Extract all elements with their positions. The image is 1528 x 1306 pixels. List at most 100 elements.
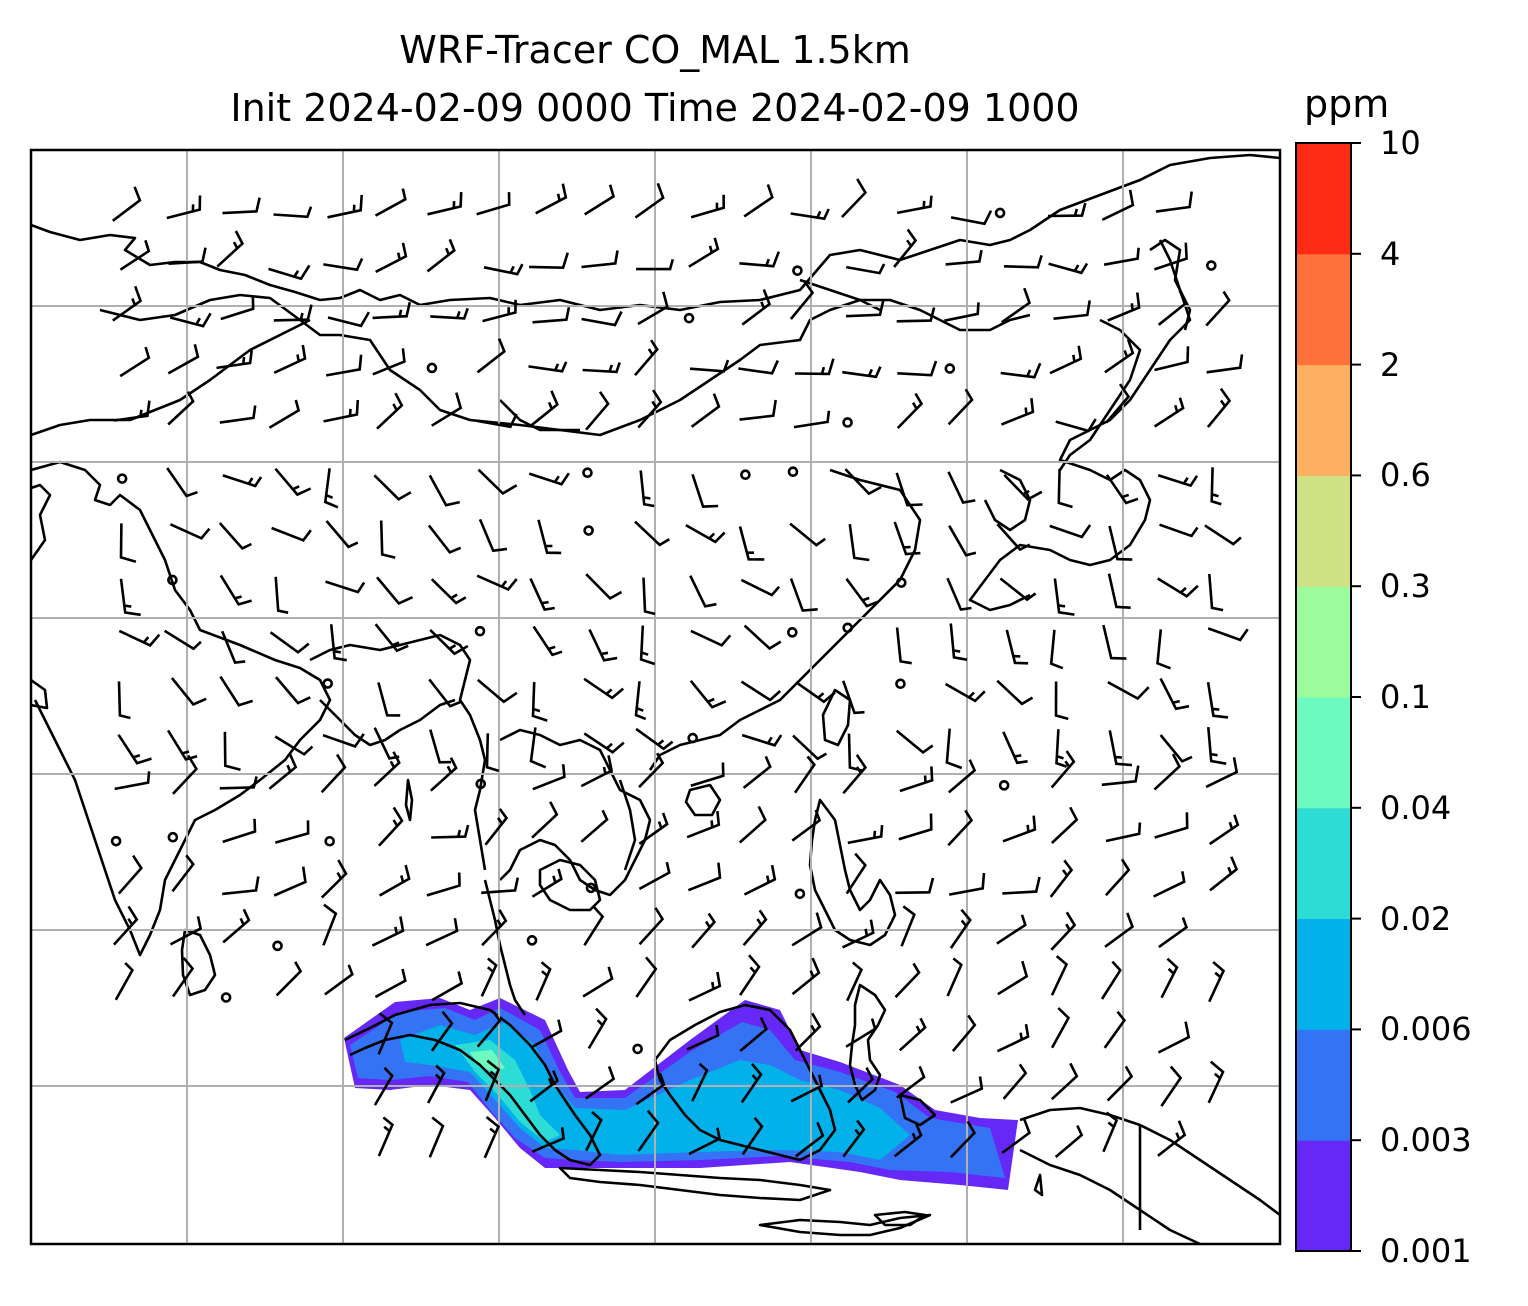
- wind-barb: [945, 249, 983, 266]
- wind-barb: [581, 250, 619, 269]
- wind-barb: [1002, 876, 1041, 895]
- wind-barb: [269, 631, 310, 654]
- wind-barb: [273, 304, 313, 322]
- colorbar-segment: [1296, 807, 1351, 920]
- wind-barb: [218, 522, 252, 550]
- wind-barb: [430, 578, 467, 605]
- colorbar-tick-label: 0.003: [1380, 1121, 1472, 1160]
- wind-calm-circle: [998, 780, 1010, 791]
- wind-barb: [1050, 911, 1077, 951]
- wind-barb: [429, 757, 458, 792]
- wind-barb: [531, 801, 559, 839]
- wind-barb: [893, 521, 921, 556]
- wind-barb: [588, 629, 618, 662]
- wind-barb: [792, 734, 828, 761]
- wind-barb: [535, 183, 568, 215]
- wind-barb: [320, 859, 348, 899]
- wind-barb: [377, 806, 404, 847]
- wind-barb: [587, 1007, 608, 1050]
- wind-barb: [1159, 734, 1193, 763]
- wind-calm-circle: [687, 732, 699, 744]
- wind-barb: [169, 916, 203, 946]
- wind-barb: [379, 520, 396, 559]
- wind-barb: [271, 526, 312, 542]
- colorbar: [1296, 143, 1351, 1252]
- colorbar-segment: [1296, 586, 1351, 698]
- wind-barb: [1153, 242, 1188, 271]
- coastline-new-guinea: [1019, 1106, 1280, 1217]
- wind-barb: [431, 824, 470, 839]
- wind-barb: [691, 473, 719, 508]
- wind-barb: [895, 472, 923, 507]
- wind-barb: [1053, 300, 1091, 320]
- wind-barb: [376, 576, 414, 605]
- wind-barb: [426, 1064, 446, 1104]
- wind-barb: [949, 623, 968, 661]
- wind-calm-circle: [895, 577, 907, 588]
- wind-barb: [948, 872, 986, 896]
- wind-barb: [222, 818, 257, 844]
- wind-barb: [895, 877, 935, 895]
- wind-barb: [1207, 1060, 1225, 1104]
- wind-barb: [529, 578, 555, 612]
- wind-barb: [1105, 474, 1139, 505]
- wind-barb: [114, 962, 135, 1001]
- wind-barb: [583, 732, 625, 754]
- wind-barb: [1048, 262, 1089, 275]
- wind-barb: [848, 524, 870, 562]
- wind-barb: [1158, 917, 1189, 949]
- wind-barb: [170, 677, 207, 706]
- wind-barb: [1205, 757, 1239, 789]
- coastline-sulawesi: [848, 983, 887, 1102]
- wind-barb: [484, 1059, 501, 1102]
- wind-barb: [1050, 750, 1076, 789]
- wind-barb: [529, 390, 559, 427]
- wind-calm-circle: [167, 574, 178, 586]
- wind-barb: [481, 909, 508, 947]
- wind-barb: [1055, 729, 1068, 768]
- wind-barb: [1051, 806, 1079, 844]
- wind-barb: [689, 679, 727, 709]
- wind-barb: [743, 184, 774, 218]
- coastline-timor: [873, 1210, 927, 1227]
- colorbar-segment: [1296, 1029, 1351, 1141]
- coastline-sumatra: [344, 1001, 602, 1167]
- wind-barb: [371, 916, 405, 947]
- wind-barb: [689, 575, 717, 608]
- wind-barb: [274, 735, 314, 756]
- wind-barb: [690, 393, 721, 428]
- wind-calm-circle: [322, 678, 334, 689]
- colorbar-segment: [1296, 364, 1351, 476]
- wind-barb: [947, 471, 976, 504]
- colorbar-segment: [1296, 475, 1351, 587]
- wind-barb: [1054, 681, 1069, 721]
- wind-barb: [996, 523, 1031, 552]
- wind-calm-circle: [842, 622, 853, 634]
- wind-barb: [275, 961, 303, 997]
- wind-barb: [425, 917, 459, 947]
- wind-barb: [378, 864, 411, 897]
- wind-barb: [429, 729, 452, 764]
- coastline-moluccas: [898, 1093, 937, 1127]
- wind-barb: [216, 230, 245, 268]
- wind-barb: [118, 629, 161, 647]
- wind-barb: [273, 344, 307, 374]
- wind-barb: [1156, 629, 1171, 670]
- wind-barb: [1103, 247, 1140, 266]
- wind-calm-circle: [582, 467, 593, 478]
- wind-barb: [1207, 726, 1227, 765]
- wind-barb: [741, 289, 772, 326]
- wind-barb: [1102, 1111, 1119, 1153]
- wind-calm-circle: [895, 678, 906, 690]
- wind-barb: [638, 907, 665, 946]
- wind-barb: [949, 908, 972, 949]
- wind-barb: [166, 729, 198, 761]
- wind-barb: [1049, 524, 1092, 539]
- wind-barb: [478, 518, 508, 553]
- wind-barb: [997, 960, 1029, 996]
- wind-barb: [532, 625, 563, 657]
- wind-barb: [373, 474, 412, 501]
- wind-barb: [950, 210, 993, 226]
- wind-barb: [793, 410, 831, 429]
